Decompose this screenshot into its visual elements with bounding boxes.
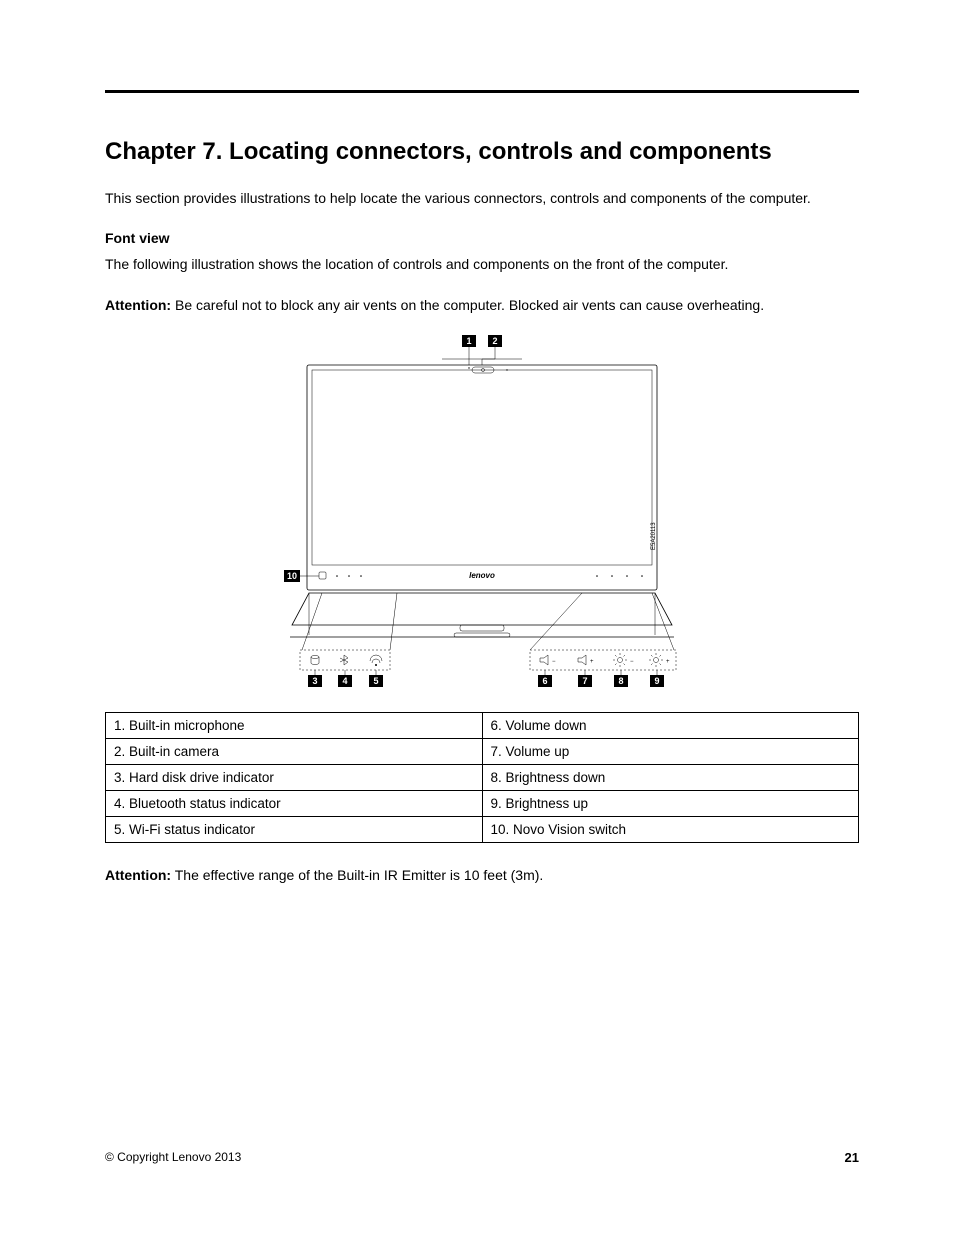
section-heading: Font view bbox=[105, 230, 859, 246]
table-cell: 10. Novo Vision switch bbox=[482, 816, 859, 842]
callout-5: 5 bbox=[373, 676, 378, 686]
footer-copyright: © Copyright Lenovo 2013 bbox=[105, 1150, 241, 1165]
attention-1-body: Be careful not to block any air vents on… bbox=[171, 297, 764, 313]
table-cell: 5. Wi-Fi status indicator bbox=[106, 816, 483, 842]
intro-paragraph: This section provides illustrations to h… bbox=[105, 188, 859, 208]
table-cell: 6. Volume down bbox=[482, 712, 859, 738]
callout-3: 3 bbox=[312, 676, 317, 686]
attention-2-label: Attention: bbox=[105, 867, 171, 883]
table-cell: 9. Brightness up bbox=[482, 790, 859, 816]
callout-7: 7 bbox=[582, 676, 587, 686]
components-table: 1. Built-in microphone6. Volume down2. B… bbox=[105, 712, 859, 843]
model-label: E5A20113 bbox=[651, 522, 657, 550]
callout-9: 9 bbox=[654, 676, 659, 686]
callout-1: 1 bbox=[466, 336, 471, 346]
table-cell: 2. Built-in camera bbox=[106, 738, 483, 764]
table-cell: 4. Bluetooth status indicator bbox=[106, 790, 483, 816]
table-row: 2. Built-in camera7. Volume up bbox=[106, 738, 859, 764]
table-row: 3. Hard disk drive indicator8. Brightnes… bbox=[106, 764, 859, 790]
table-row: 4. Bluetooth status indicator9. Brightne… bbox=[106, 790, 859, 816]
svg-text:+: + bbox=[590, 659, 594, 665]
diagram-container: 1 2 E5A20113 leno bbox=[105, 335, 859, 690]
table-cell: 3. Hard disk drive indicator bbox=[106, 764, 483, 790]
table-cell: 8. Brightness down bbox=[482, 764, 859, 790]
section-body: The following illustration shows the loc… bbox=[105, 254, 859, 274]
page-footer: © Copyright Lenovo 2013 21 bbox=[105, 1150, 859, 1165]
front-view-diagram: 1 2 E5A20113 leno bbox=[282, 335, 682, 690]
table-row: 1. Built-in microphone6. Volume down bbox=[106, 712, 859, 738]
callout-8: 8 bbox=[618, 676, 623, 686]
attention-2: Attention: The effective range of the Bu… bbox=[105, 865, 859, 885]
callout-10: 10 bbox=[287, 571, 297, 581]
chapter-title: Chapter 7. Locating connectors, controls… bbox=[105, 138, 859, 166]
footer-page-number: 21 bbox=[845, 1150, 859, 1165]
attention-1: Attention: Be careful not to block any a… bbox=[105, 295, 859, 315]
callout-4: 4 bbox=[342, 676, 347, 686]
attention-2-body: The effective range of the Built-in IR E… bbox=[171, 867, 543, 883]
attention-1-label: Attention: bbox=[105, 297, 171, 313]
svg-text:+: + bbox=[666, 659, 670, 665]
brand-label: lenovo bbox=[469, 571, 495, 580]
top-rule bbox=[105, 90, 859, 93]
svg-text:−: − bbox=[552, 659, 556, 665]
callout-2: 2 bbox=[492, 336, 497, 346]
callout-6: 6 bbox=[542, 676, 547, 686]
table-row: 5. Wi-Fi status indicator10. Novo Vision… bbox=[106, 816, 859, 842]
svg-text:−: − bbox=[630, 659, 634, 665]
table-cell: 7. Volume up bbox=[482, 738, 859, 764]
table-cell: 1. Built-in microphone bbox=[106, 712, 483, 738]
